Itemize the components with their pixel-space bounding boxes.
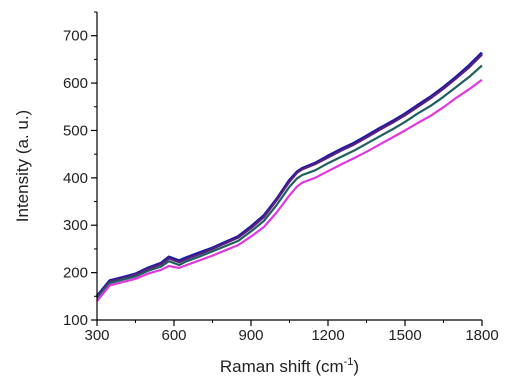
x-tick-label: 600 <box>161 327 186 344</box>
x-axis-ticks: 300 600 900 1200 1500 1800 <box>84 320 499 344</box>
y-tick-label: 500 <box>63 122 88 139</box>
y-tick-label: 400 <box>63 170 88 187</box>
series-layer <box>95 51 484 302</box>
x-tick-label: 900 <box>238 327 263 344</box>
x-tick-label: 1200 <box>311 327 344 344</box>
y-tick-label: 200 <box>63 265 88 282</box>
y-tick-label: 300 <box>63 217 88 234</box>
x-axis-title-main: Raman shift (cm <box>220 357 344 376</box>
x-tick-label: 1800 <box>465 327 498 344</box>
y-tick-label: 700 <box>63 28 88 45</box>
series-line-1 <box>95 51 484 298</box>
series-line-3 <box>96 64 483 299</box>
x-axis-title-superscript: -1 <box>344 356 354 368</box>
series-line-2 <box>96 53 483 298</box>
y-tick-label: 600 <box>63 75 88 92</box>
x-tick-label: 1500 <box>388 327 421 344</box>
y-tick-label: 100 <box>63 312 88 329</box>
y-axis-title: Intensity (a. u.) <box>13 110 32 222</box>
x-axis-title: Raman shift (cm-1) <box>220 356 359 376</box>
series-line-4 <box>96 78 483 302</box>
x-tick-label: 300 <box>84 327 109 344</box>
x-axis-title-end: ) <box>353 357 359 376</box>
y-axis-ticks: 100 200 300 400 500 600 700 <box>63 11 97 329</box>
